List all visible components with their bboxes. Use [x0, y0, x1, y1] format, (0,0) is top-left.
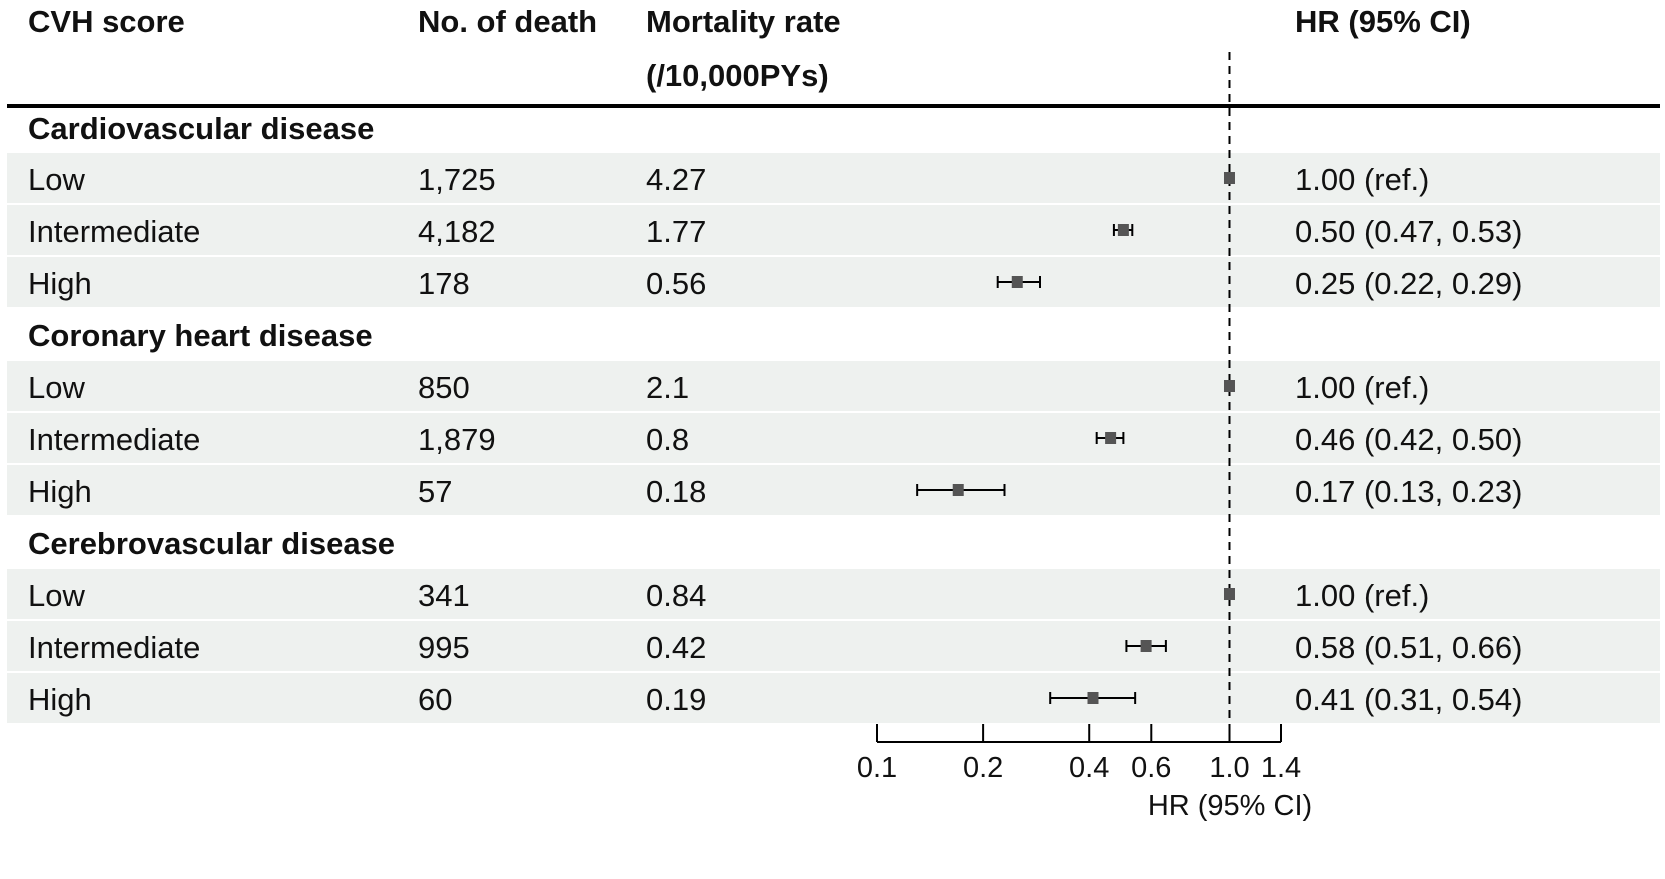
hr-point: [1011, 276, 1023, 288]
row-rate: 0.18: [646, 474, 707, 509]
row-rate: 0.56: [646, 266, 707, 301]
row-band: [7, 673, 1660, 723]
row-rate: 2.1: [646, 370, 690, 405]
x-tick-label: 0.2: [963, 752, 1003, 784]
hr-point: [1223, 172, 1235, 184]
row-deaths: 60: [418, 682, 453, 717]
row-band: [7, 413, 1660, 463]
row-rate: 0.42: [646, 630, 707, 665]
row-deaths: 1,879: [418, 422, 496, 457]
header-mortality-unit: (/10,000PYs): [646, 58, 829, 93]
hr-point: [1117, 224, 1129, 236]
row-hr-text: 0.50 (0.47, 0.53): [1295, 214, 1523, 249]
row-deaths: 57: [418, 474, 453, 509]
row-band: [7, 569, 1660, 619]
row-hr-text: 1.00 (ref.): [1295, 578, 1430, 613]
hr-point: [1105, 432, 1117, 444]
row-rate: 4.27: [646, 162, 707, 197]
row-hr-text: 0.58 (0.51, 0.66): [1295, 630, 1523, 665]
row-rate: 0.8: [646, 422, 690, 457]
row-hr-text: 0.46 (0.42, 0.50): [1295, 422, 1523, 457]
hr-point: [1140, 640, 1152, 652]
header-deaths: No. of death: [418, 4, 598, 39]
group-title: Cerebrovascular disease: [28, 526, 396, 561]
hr-point: [1223, 588, 1235, 600]
row-deaths: 178: [418, 266, 470, 301]
row-deaths: 1,725: [418, 162, 496, 197]
group-title: Cardiovascular disease: [28, 111, 375, 146]
x-axis-title: HR (95% CI): [1148, 790, 1312, 822]
row-level: Intermediate: [28, 214, 201, 249]
x-tick-label: 0.4: [1069, 752, 1109, 784]
row-band: [7, 153, 1660, 203]
row-band: [7, 205, 1660, 255]
row-hr-text: 0.17 (0.13, 0.23): [1295, 474, 1523, 509]
row-level: Low: [28, 370, 85, 405]
hr-point: [1087, 692, 1099, 704]
row-level: High: [28, 682, 92, 717]
x-tick-label: 0.6: [1131, 752, 1171, 784]
row-deaths: 341: [418, 578, 470, 613]
row-hr-text: 0.25 (0.22, 0.29): [1295, 266, 1523, 301]
row-hr-text: 1.00 (ref.): [1295, 162, 1430, 197]
group-title: Coronary heart disease: [28, 318, 373, 353]
row-band: [7, 621, 1660, 671]
header-rule: [7, 104, 1660, 108]
x-tick-label: 1.0: [1209, 752, 1249, 784]
header-hr: HR (95% CI): [1295, 4, 1471, 39]
hr-point: [952, 484, 964, 496]
row-band: [7, 465, 1660, 515]
row-level: Low: [28, 578, 85, 613]
row-rate: 0.19: [646, 682, 707, 717]
row-rate: 1.77: [646, 214, 707, 249]
row-level: Intermediate: [28, 630, 201, 665]
x-tick-label: 0.1: [857, 752, 897, 784]
row-band: [7, 257, 1660, 307]
row-deaths: 4,182: [418, 214, 496, 249]
row-rate: 0.84: [646, 578, 707, 613]
row-band: [7, 361, 1660, 411]
hr-point: [1223, 380, 1235, 392]
row-deaths: 995: [418, 630, 470, 665]
row-hr-text: 1.00 (ref.): [1295, 370, 1430, 405]
row-deaths: 850: [418, 370, 470, 405]
row-level: High: [28, 474, 92, 509]
x-tick-label: 1.4: [1261, 752, 1301, 784]
header-mortality-rate: Mortality rate: [646, 4, 841, 39]
row-hr-text: 0.41 (0.31, 0.54): [1295, 682, 1523, 717]
row-level: High: [28, 266, 92, 301]
row-level: Intermediate: [28, 422, 201, 457]
header-cvh-score: CVH score: [28, 4, 185, 39]
row-level: Low: [28, 162, 85, 197]
